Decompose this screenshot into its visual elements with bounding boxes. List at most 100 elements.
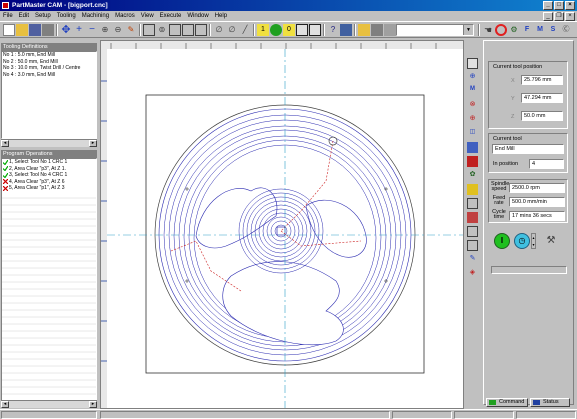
add-icon[interactable]: + bbox=[76, 24, 82, 35]
new-file-icon[interactable] bbox=[3, 24, 15, 36]
m-code-icon[interactable]: M bbox=[537, 26, 543, 33]
operation-item[interactable]: 4, Area Clear "p3", At Z 6 bbox=[2, 179, 96, 186]
folder-icon[interactable] bbox=[358, 24, 370, 36]
circle-icon[interactable]: ∅ bbox=[228, 25, 236, 34]
operation-item[interactable]: 2, Area Clear "p3", At Z 1. bbox=[2, 166, 96, 173]
step-1-icon[interactable]: 1 bbox=[257, 24, 269, 36]
zoom-out-icon[interactable]: ⊖ bbox=[114, 25, 122, 34]
tool-item[interactable]: No 3 : 10.0 mm, Twist Drill / Centre bbox=[3, 65, 81, 71]
mdi-close-button[interactable]: × bbox=[565, 12, 575, 21]
move-icon[interactable]: ✥ bbox=[61, 24, 71, 36]
transform-icon[interactable] bbox=[467, 226, 478, 237]
select-icon[interactable] bbox=[467, 58, 478, 69]
step-0-icon[interactable]: 0 bbox=[283, 24, 295, 36]
print-icon[interactable] bbox=[42, 24, 54, 36]
box-icon[interactable] bbox=[467, 240, 478, 251]
menu-help[interactable]: Help bbox=[214, 13, 228, 19]
target-icon[interactable]: ⊕ bbox=[469, 115, 476, 122]
menu-macros[interactable]: Macros bbox=[115, 13, 135, 19]
speed-spinner[interactable]: ▴ ▾ bbox=[531, 233, 536, 249]
speed-icon[interactable]: S bbox=[550, 26, 556, 33]
mdi-restore-button[interactable]: ❐ bbox=[554, 12, 564, 21]
maximize-button[interactable]: □ bbox=[554, 1, 564, 10]
operation-item[interactable]: 5, Area Clear "p1", At Z 3 bbox=[2, 185, 96, 192]
offset-icon[interactable]: ⊕ bbox=[469, 73, 476, 80]
mill-icon[interactable]: M bbox=[470, 86, 475, 92]
scroll-right-icon[interactable]: ▸ bbox=[89, 140, 97, 147]
feeds-group: Spindle speed 2500.0 rpm Feed rate 500.0… bbox=[488, 179, 568, 223]
frame-icon[interactable] bbox=[182, 24, 194, 36]
zoom-in-icon[interactable]: ⊕ bbox=[101, 25, 109, 34]
scroll-left-icon[interactable]: ◂ bbox=[1, 140, 9, 147]
measure-icon[interactable] bbox=[384, 24, 396, 36]
clock-icon[interactable]: ◷ bbox=[514, 233, 530, 249]
tool-marker-icon bbox=[328, 136, 338, 146]
settings-icon[interactable] bbox=[340, 24, 352, 36]
save-icon[interactable] bbox=[29, 24, 41, 36]
mdi-minimize-button[interactable]: _ bbox=[543, 12, 553, 21]
command-tab[interactable]: Command bbox=[486, 398, 528, 407]
drawing-canvas[interactable] bbox=[100, 40, 464, 409]
layer-combo[interactable]: ▼ bbox=[396, 24, 474, 36]
menu-file[interactable]: File bbox=[3, 13, 13, 19]
tool-icon[interactable] bbox=[371, 24, 383, 36]
open-folder-icon[interactable] bbox=[16, 24, 28, 36]
close-button[interactable]: × bbox=[565, 1, 575, 10]
feed-icon[interactable]: F bbox=[524, 26, 530, 33]
tool-item[interactable]: No 4 : 3.0 mm, End Mill bbox=[3, 71, 55, 78]
menu-setup[interactable]: Setup bbox=[35, 13, 51, 19]
window-select-icon[interactable] bbox=[169, 24, 181, 36]
operation-item[interactable]: 1, Select Tool No 1 CRC 1 bbox=[2, 159, 96, 166]
line-icon[interactable]: ╱ bbox=[242, 25, 248, 34]
rectangle-icon[interactable] bbox=[143, 24, 155, 36]
copy-icon[interactable] bbox=[467, 198, 478, 209]
run-icon[interactable] bbox=[270, 24, 282, 36]
stop-icon[interactable] bbox=[495, 24, 507, 36]
delete-icon[interactable] bbox=[467, 212, 478, 223]
table-icon[interactable] bbox=[296, 24, 308, 36]
chevron-down-icon[interactable]: ▼ bbox=[463, 25, 473, 35]
menu-tooling[interactable]: Tooling bbox=[56, 13, 76, 19]
hand-icon[interactable]: ☚ bbox=[483, 25, 493, 35]
menu-view[interactable]: View bbox=[140, 13, 154, 19]
help-icon[interactable]: ? bbox=[330, 25, 336, 34]
tool-change-icon[interactable]: ⚙ bbox=[510, 25, 518, 34]
tooling-scrollbar[interactable]: ◂ ▸ bbox=[1, 139, 97, 147]
menu-execute[interactable]: Execute bbox=[159, 13, 182, 19]
scroll-right-icon[interactable]: ▸ bbox=[89, 401, 97, 408]
grid-icon[interactable] bbox=[195, 24, 207, 36]
area-clear-icon[interactable] bbox=[467, 156, 478, 167]
cycle-start-button[interactable]: I bbox=[494, 233, 510, 249]
machine-icon[interactable]: ⚒ bbox=[546, 235, 556, 246]
mirror-icon[interactable]: ◈ bbox=[469, 269, 476, 276]
tool-item[interactable]: No 1 : 5.0 mm, End Mill bbox=[3, 52, 55, 58]
pencil-icon[interactable]: ✎ bbox=[127, 25, 135, 34]
menu-edit[interactable]: Edit bbox=[18, 13, 30, 19]
toolpath-view[interactable] bbox=[101, 41, 463, 408]
menu-machining[interactable]: Machining bbox=[81, 13, 110, 19]
operations-list[interactable]: 1, Select Tool No 1 CRC 1 2, Area Clear … bbox=[1, 158, 97, 408]
subtract-icon[interactable]: − bbox=[89, 24, 95, 35]
island-left bbox=[195, 187, 278, 249]
profile-icon[interactable]: ◫ bbox=[469, 129, 476, 135]
app-icon bbox=[2, 2, 9, 9]
spindle-icon[interactable]: Ⓒ bbox=[562, 26, 570, 33]
pocket-icon[interactable] bbox=[467, 142, 478, 153]
operations-scrollbar[interactable]: ◂ ▸ bbox=[1, 400, 97, 408]
x-position-field: 25.796 mm bbox=[521, 75, 563, 85]
edit-icon[interactable]: ✎ bbox=[469, 255, 476, 262]
tool-item[interactable]: No 2 : 50.0 mm, End Mill bbox=[3, 58, 58, 65]
layers-icon[interactable] bbox=[309, 24, 321, 36]
centerlines bbox=[107, 49, 463, 408]
drill-icon[interactable]: ⊗ bbox=[469, 101, 476, 108]
view-icon[interactable]: ⊚ bbox=[158, 25, 166, 34]
minimize-button[interactable]: _ bbox=[543, 1, 553, 10]
text-icon[interactable] bbox=[467, 184, 478, 195]
scroll-left-icon[interactable]: ◂ bbox=[1, 401, 9, 408]
tooling-list[interactable]: No 1 : 5.0 mm, End Mill No 2 : 50.0 mm, … bbox=[1, 51, 97, 139]
status-tab[interactable]: Status bbox=[530, 398, 570, 407]
operation-item[interactable]: 3, Select Tool No 4 CRC 1 bbox=[2, 172, 96, 179]
menu-window[interactable]: Window bbox=[187, 13, 209, 19]
arc-icon[interactable]: ∅ bbox=[215, 25, 223, 34]
macro-icon[interactable]: ✿ bbox=[469, 171, 476, 178]
